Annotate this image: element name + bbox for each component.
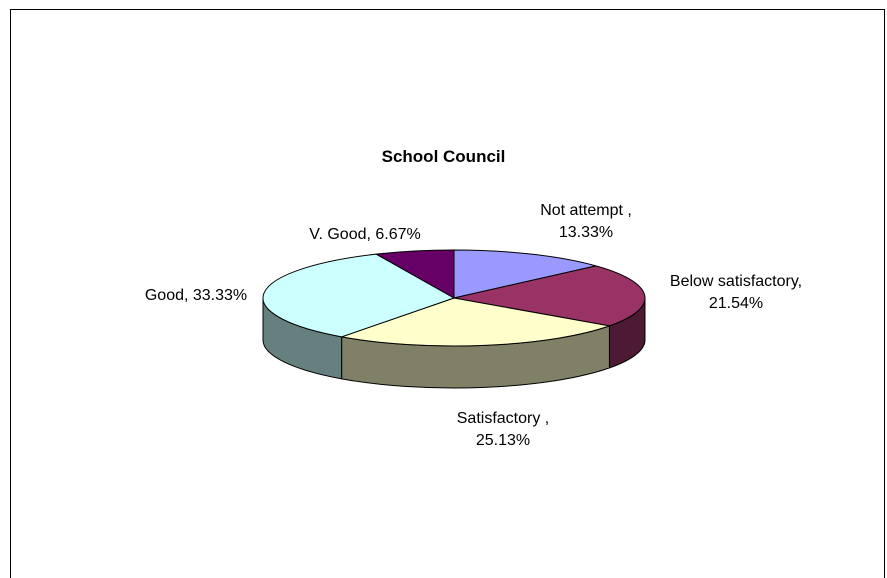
pie-tops bbox=[262, 249, 646, 347]
pie-slice-not-attempt bbox=[453, 249, 597, 299]
chart-title: School Council bbox=[381, 147, 506, 166]
pie-slice-good bbox=[262, 253, 456, 338]
pie-slice-satisfactory bbox=[339, 297, 612, 347]
pie-slice-v-good bbox=[374, 249, 455, 299]
data-label-v-good: V. Good, 6.67% bbox=[309, 226, 421, 243]
pie-slice-below-satisfactory bbox=[453, 265, 646, 327]
data-label-satisfactory: Satisfactory , 25.13% bbox=[457, 410, 549, 449]
pie-sides bbox=[262, 297, 646, 389]
data-label-not-attempt: Not attempt , 13.33% bbox=[540, 202, 632, 241]
pie-labels: Not attempt , 13.33% Below satisfactory, 21… bbox=[145, 202, 802, 449]
data-label-good: Good, 33.33% bbox=[145, 287, 247, 304]
data-label-below-satisfactory: Below satisfactory, 21.54% bbox=[670, 273, 802, 312]
